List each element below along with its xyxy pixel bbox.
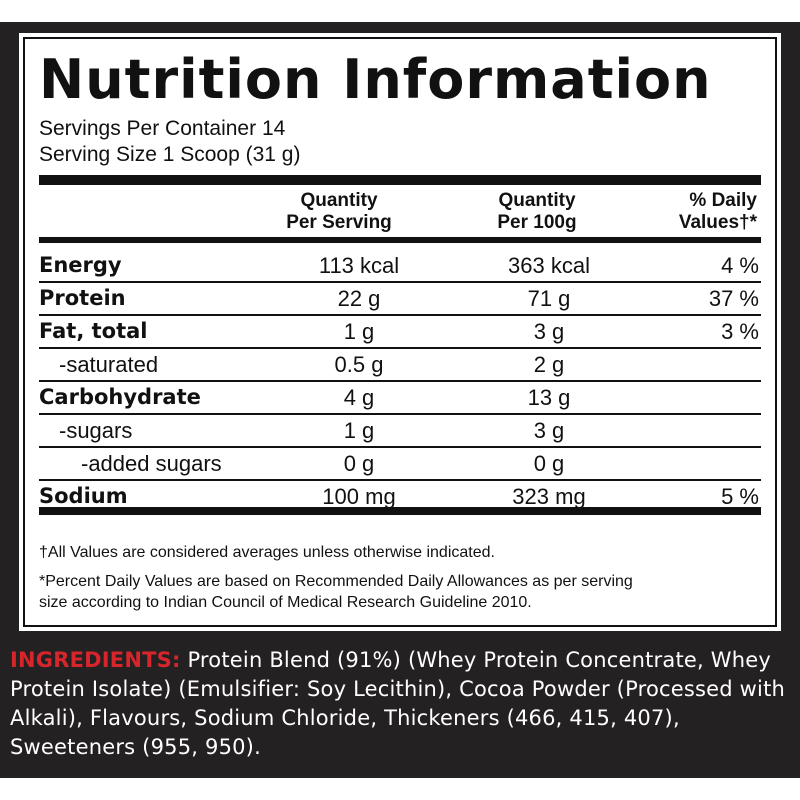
value-per-serving: 0 g [343, 451, 375, 476]
value-per-serving: 0.5 g [334, 352, 384, 377]
value-per-100g: 3 g [533, 319, 565, 344]
value-daily-percent: 5 % [721, 484, 759, 509]
table-row: -saturated 0.5 g 2 g [39, 348, 761, 382]
nutrient-label: Fat, total [39, 319, 148, 343]
value-per-serving: 1 g [343, 319, 375, 344]
nutrition-panel-border: Nutrition Information Servings Per Conta… [23, 37, 777, 627]
table-row: Carbohydrate 4 g 13 g [39, 381, 761, 415]
header-daily-values-line2: Values†* [678, 212, 757, 233]
ingredients-label: INGREDIENTS: [10, 648, 181, 672]
value-per-serving: 4 g [343, 385, 375, 410]
value-per-serving: 1 g [343, 418, 375, 443]
header-per-100g-line1: Quantity [498, 190, 576, 211]
footnote-daily-values-line2: size according to Indian Council of Medi… [39, 594, 532, 611]
value-per-100g: 323 mg [512, 484, 586, 509]
divider-header [39, 237, 761, 243]
nutrient-label: Sodium [39, 484, 128, 508]
table-row: -added sugars 0 g 0 g [39, 447, 761, 481]
value-per-serving: 22 g [337, 286, 381, 311]
header-per-serving-line1: Quantity [300, 190, 378, 211]
top-margin [0, 0, 800, 22]
table-row: Energy 113 kcal 363 kcal 4 % [39, 249, 761, 283]
header-per-100g-line2: Per 100g [497, 212, 577, 233]
table-row: Sodium 100 mg 323 mg 5 % [39, 480, 761, 512]
table-row: Protein 22 g 71 g 37 % [39, 282, 761, 316]
value-daily-percent: 4 % [721, 253, 759, 278]
nutrient-label: -added sugars [81, 451, 222, 476]
value-per-100g: 13 g [527, 385, 571, 410]
footnote-daily-values-line1: *Percent Daily Values are based on Recom… [39, 573, 633, 590]
servings-per-container: Servings Per Container 14 [39, 117, 286, 140]
serving-size: Serving Size 1 Scoop (31 g) [39, 143, 301, 166]
ingredients-block: INGREDIENTS: Protein Blend (91%) (Whey P… [10, 646, 795, 762]
footnote-averages: †All Values are considered averages unle… [39, 544, 495, 561]
value-per-100g: 363 kcal [508, 253, 590, 278]
nutrient-label: Energy [39, 253, 122, 277]
nutrient-label: -saturated [59, 352, 159, 377]
table-row: Fat, total 1 g 3 g 3 % [39, 315, 761, 349]
value-per-100g: 0 g [533, 451, 565, 476]
nutrient-label: -sugars [59, 418, 133, 443]
header-per-100g: Quantity Per 100g [467, 190, 607, 234]
value-daily-percent: 37 % [708, 286, 759, 311]
value-per-serving: 113 kcal [318, 253, 400, 278]
header-daily-values-line1: % Daily [689, 190, 757, 211]
ingredients-text: Protein Blend (91%) (Whey Protein Concen… [10, 648, 786, 759]
header-per-serving-line2: Per Serving [286, 212, 392, 233]
nutrient-label: Protein [39, 286, 126, 310]
nutrition-title: Nutrition Information [39, 48, 712, 111]
table-row: -sugars 1 g 3 g [39, 414, 761, 448]
value-per-serving: 100 mg [322, 484, 396, 509]
bottom-margin [0, 778, 800, 800]
footnote-daily-values: *Percent Daily Values are based on Recom… [39, 571, 633, 613]
divider-thick [39, 175, 761, 185]
nutrient-label: Carbohydrate [39, 385, 201, 409]
value-per-100g: 2 g [533, 352, 565, 377]
nutrition-panel: Nutrition Information Servings Per Conta… [19, 33, 781, 631]
value-per-100g: 71 g [527, 286, 571, 311]
value-daily-percent: 3 % [721, 319, 759, 344]
divider-bottom [39, 507, 761, 515]
header-per-serving: Quantity Per Serving [259, 190, 419, 234]
header-daily-values: % Daily Values†* [647, 190, 757, 234]
value-per-100g: 3 g [533, 418, 565, 443]
